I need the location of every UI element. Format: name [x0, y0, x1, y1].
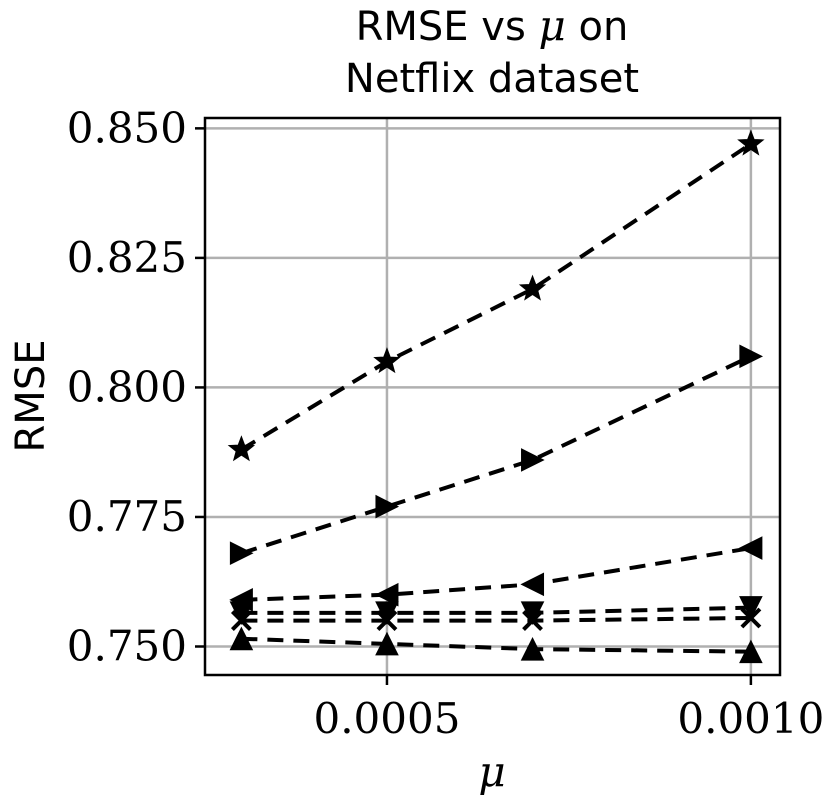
data-point-x: [522, 610, 543, 632]
data-point-triangle-down: [739, 596, 763, 620]
data-point-star: [373, 347, 401, 374]
y-tick-label: 0.850: [67, 103, 187, 152]
data-point-x: [376, 610, 398, 632]
data-point-triangle-left: [374, 582, 399, 607]
series-line: [241, 605, 751, 615]
data-point-triangle-up: [229, 626, 254, 651]
series-x: [230, 607, 762, 632]
data-point-triangle-left: [520, 572, 545, 597]
x-tick-label: 0.0010: [677, 694, 824, 743]
data-point-x: [230, 610, 252, 632]
y-tick-label: 0.825: [67, 233, 187, 282]
series-triangle-right: [229, 344, 764, 566]
x-axis-label: μ: [478, 747, 505, 796]
x-tick-label: 0.0005: [313, 694, 460, 743]
chart-title-text: RMSE vs: [356, 4, 539, 50]
data-point-triangle-right: [229, 541, 254, 566]
chart-title-suffix: on: [566, 4, 629, 50]
plot-frame: [203, 116, 782, 677]
series-line: [241, 616, 751, 623]
data-point-star: [737, 129, 765, 156]
ticks: 0.750 0.775 0.800 0.825 0.850 0.0005 0.0010: [67, 103, 825, 743]
series-group: [227, 129, 765, 664]
data-point-triangle-right: [521, 448, 545, 472]
data-point-x-stroke: [376, 610, 398, 632]
series-line: [240, 142, 752, 452]
series-line: [241, 636, 751, 654]
chart-title-line2: Netflix dataset: [345, 56, 639, 102]
data-point-triangle-left: [738, 536, 763, 560]
data-point-triangle-right: [375, 494, 400, 519]
data-point-x: [740, 607, 762, 629]
data-point-star: [227, 435, 256, 462]
data-point-triangle-up: [520, 636, 545, 661]
y-axis-label: RMSE: [8, 340, 54, 453]
data-point-triangle-up: [739, 639, 763, 664]
series-triangle-left: [229, 536, 763, 612]
data-point-x-stroke: [740, 607, 762, 629]
data-point-star: [518, 274, 547, 301]
series-triangle-up: [229, 626, 763, 664]
series-line: [241, 546, 752, 602]
chart-title-math: μ: [539, 1, 566, 50]
series-line: [240, 354, 752, 556]
y-tick-label: 0.750: [67, 622, 187, 671]
series-triangle-down: [229, 596, 763, 625]
grid: [205, 118, 780, 675]
chart-title-line1: RMSE vs μ on: [356, 1, 629, 50]
data-point-x-stroke: [522, 610, 543, 632]
series-star: [227, 129, 765, 462]
y-tick-label: 0.775: [67, 492, 187, 541]
data-point-triangle-right: [739, 344, 764, 369]
y-tick-label: 0.800: [67, 362, 187, 411]
data-point-triangle-up: [375, 631, 399, 656]
data-point-x-stroke: [230, 610, 252, 632]
